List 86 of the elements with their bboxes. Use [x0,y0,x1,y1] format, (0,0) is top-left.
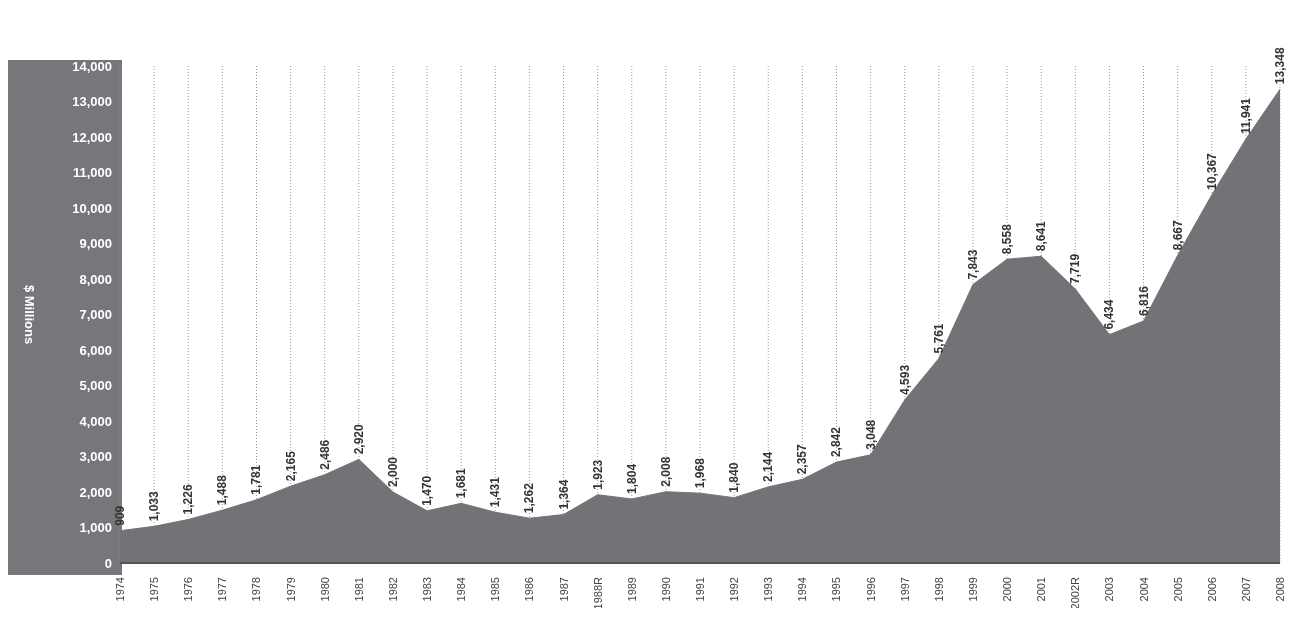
x-tick-label: 1980 [318,577,331,602]
x-tick-label: 1978 [250,577,263,602]
data-label: 3,048 [863,419,878,450]
x-tick-label: 1984 [455,577,468,602]
x-tick-label: 1986 [523,577,536,602]
x-tick-label: 1982 [386,577,399,602]
data-label: 2,486 [317,439,332,470]
data-label: 11,941 [1238,97,1253,135]
x-tick-label: 2002R [1069,576,1082,610]
x-tick-label: 1981 [352,577,365,602]
x-tick-label: 2008 [1274,577,1286,602]
x-tick-label: 1996 [864,577,877,602]
data-label: 2,357 [795,443,810,475]
data-label: 13,348 [1273,47,1287,85]
data-label: 8,558 [1000,223,1015,255]
data-label: 5,761 [931,323,946,354]
x-tick-label: 1987 [557,577,570,602]
y-tick-label: 7,000 [79,307,112,323]
data-label: 909 [113,505,127,526]
data-label: 2,144 [761,451,776,482]
data-label: 1,781 [249,464,264,495]
data-label: 1,226 [181,484,196,515]
x-tick-label: 1990 [659,577,672,602]
x-tick-label: 1974 [114,577,126,602]
data-label: 1,431 [488,476,503,508]
y-tick-label: 9,000 [79,236,112,252]
data-label: 1,968 [693,457,707,489]
y-tick-label: 13,000 [72,94,112,110]
x-tick-label: 1998 [932,577,945,602]
data-label: 2,165 [283,450,298,482]
data-label: 6,816 [1136,285,1151,317]
y-tick-label: 12,000 [72,129,112,145]
y-tick-label: 1,000 [79,520,112,536]
y-tick-label: 11,000 [72,165,112,181]
data-label: 6,434 [1102,299,1117,330]
y-tick-label: 0 [104,555,112,571]
x-tick-label: 1988R [591,576,604,610]
x-tick-label: 1994 [796,577,809,602]
x-tick-label: 2001 [1035,577,1048,602]
y-tick-label: 3,000 [79,449,112,465]
data-label: 1,681 [454,467,469,499]
x-tick-label: 2004 [1137,577,1150,602]
data-label: 8,667 [1170,219,1185,251]
y-tick-label: 2,000 [79,484,112,500]
x-tick-label: 2006 [1205,577,1218,602]
x-tick-label: 2000 [1001,577,1014,602]
x-tick-label: 1976 [182,577,195,602]
x-tick-label: 1989 [625,577,638,602]
x-tick-label: 2003 [1103,577,1116,602]
data-label: 4,593 [897,364,912,395]
y-tick-label: 8,000 [79,271,112,287]
x-tick-label: 1999 [966,577,979,602]
data-label: 10,367 [1204,152,1219,190]
x-tick-label: 2005 [1171,577,1184,602]
data-label: 1,262 [522,482,537,514]
data-label: 2,842 [829,426,844,458]
y-tick-label: 10,000 [72,200,112,216]
x-tick-label: 1983 [421,577,434,602]
data-label: 1,364 [556,479,571,510]
x-tick-label: 2007 [1239,577,1252,602]
x-tick-label: 1997 [898,577,911,602]
data-label: 8,641 [1034,220,1049,252]
y-tick-label: 6,000 [79,342,112,358]
data-label: 2,008 [658,456,673,487]
data-label: 2,920 [351,423,366,455]
data-label: 1,470 [420,475,435,506]
y-tick-label: 5,000 [79,378,112,394]
data-label: 7,719 [1068,253,1083,284]
x-tick-label: 1993 [762,577,775,602]
data-label: 7,843 [965,249,980,280]
data-label: 1,488 [215,474,230,506]
y-axis-title: $ Millions [22,284,38,345]
y-tick-label: 4,000 [79,413,112,429]
x-tick-label: 1991 [694,577,706,602]
x-tick-label: 1979 [284,577,297,602]
data-label: 2,000 [385,456,400,487]
data-label: 1,033 [147,490,162,522]
data-label: 1,840 [727,462,742,493]
x-tick-label: 1977 [216,577,229,602]
x-tick-label: 1985 [489,577,502,602]
x-tick-label: 1992 [728,577,741,602]
x-tick-label: 1995 [830,577,843,602]
y-tick-label: 14,000 [72,58,112,74]
x-tick-label: 1975 [148,577,161,602]
data-label: 1,923 [590,459,605,490]
data-label: 1,804 [624,463,639,494]
